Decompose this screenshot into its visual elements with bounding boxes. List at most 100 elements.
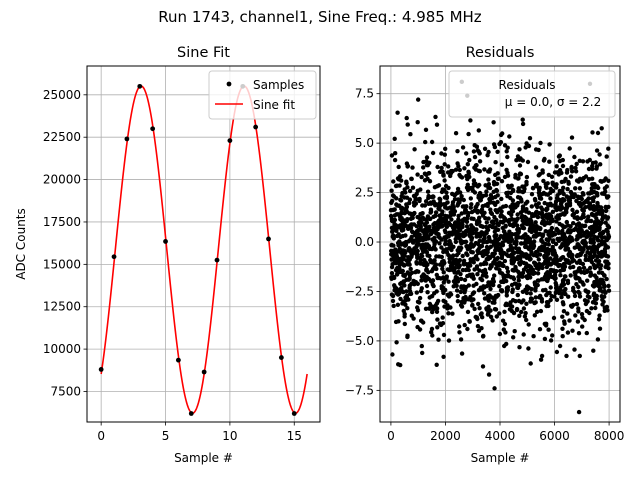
residual-point bbox=[549, 274, 554, 279]
residual-point bbox=[561, 191, 566, 197]
residual-point bbox=[576, 331, 582, 336]
residual-point bbox=[592, 253, 598, 258]
sine-fit-legend-box bbox=[208, 70, 317, 120]
residual-point bbox=[559, 294, 564, 300]
residual-point bbox=[524, 209, 529, 214]
residual-point bbox=[401, 299, 406, 304]
residual-point bbox=[504, 285, 510, 291]
residual-point bbox=[471, 216, 476, 222]
residual-point bbox=[428, 304, 434, 309]
residual-point bbox=[418, 258, 423, 263]
residual-point bbox=[466, 297, 471, 302]
residual-point bbox=[494, 257, 499, 262]
residual-point bbox=[476, 195, 481, 200]
residual-point bbox=[576, 306, 581, 311]
sine-fit-x-label: Sample # bbox=[174, 451, 233, 465]
residual-point bbox=[454, 190, 460, 196]
residual-point bbox=[398, 198, 404, 203]
residual-point bbox=[479, 207, 485, 212]
residual-point bbox=[446, 234, 451, 239]
residuals-axes-frame bbox=[379, 65, 621, 423]
x-tick-label: 5 bbox=[162, 429, 170, 443]
residual-point bbox=[399, 210, 404, 215]
residual-point bbox=[419, 318, 424, 323]
residual-point bbox=[584, 330, 589, 336]
residual-point bbox=[401, 256, 406, 262]
residual-point bbox=[412, 230, 418, 236]
residual-point bbox=[573, 313, 578, 318]
residual-point bbox=[469, 186, 474, 191]
residual-point bbox=[466, 267, 471, 273]
residual-point bbox=[402, 187, 407, 192]
residual-point bbox=[455, 293, 460, 299]
residual-point bbox=[570, 207, 575, 213]
residual-point bbox=[548, 285, 553, 290]
residual-point bbox=[482, 251, 488, 257]
residual-point bbox=[397, 290, 402, 295]
residual-point bbox=[440, 315, 445, 320]
residual-point bbox=[407, 262, 412, 267]
residual-point bbox=[497, 331, 503, 337]
residual-point bbox=[501, 218, 507, 224]
residual-point bbox=[522, 221, 528, 226]
residual-point bbox=[424, 275, 429, 280]
residual-point bbox=[557, 153, 562, 158]
residual-point bbox=[479, 224, 484, 229]
residual-point bbox=[528, 296, 534, 301]
residual-point bbox=[476, 301, 481, 307]
residual-point bbox=[435, 325, 440, 330]
residual-point bbox=[484, 274, 489, 279]
sample-point bbox=[253, 124, 259, 130]
residual-point bbox=[544, 292, 549, 298]
residual-point bbox=[461, 258, 467, 263]
residual-point bbox=[477, 169, 482, 174]
residual-point bbox=[467, 319, 472, 324]
residual-point bbox=[552, 272, 558, 278]
residual-point bbox=[580, 201, 585, 206]
residual-point bbox=[526, 143, 532, 149]
residual-point bbox=[405, 122, 410, 127]
residual-point bbox=[442, 178, 447, 183]
residual-point bbox=[576, 284, 581, 290]
residual-point bbox=[478, 285, 483, 290]
residual-point bbox=[528, 228, 533, 233]
residual-point bbox=[562, 319, 567, 324]
residual-point bbox=[531, 234, 536, 239]
residual-point bbox=[418, 288, 424, 294]
residual-point bbox=[460, 224, 465, 230]
sample-point bbox=[266, 236, 271, 242]
residual-point bbox=[560, 228, 565, 234]
residual-point bbox=[552, 260, 557, 266]
residual-point bbox=[598, 162, 603, 167]
residual-point bbox=[594, 293, 599, 299]
residual-point bbox=[511, 335, 516, 340]
residual-point bbox=[445, 306, 450, 311]
residual-point bbox=[473, 205, 478, 210]
residual-point bbox=[583, 301, 589, 307]
residual-point bbox=[590, 160, 596, 166]
residual-point bbox=[390, 193, 396, 198]
residual-point bbox=[443, 205, 448, 210]
residual-point bbox=[434, 254, 439, 259]
residual-point bbox=[580, 324, 585, 329]
residual-point bbox=[469, 202, 474, 207]
residual-point bbox=[394, 196, 399, 201]
residual-point bbox=[461, 286, 466, 291]
residual-point bbox=[526, 346, 531, 351]
residual-point bbox=[422, 257, 427, 263]
residual-point bbox=[522, 314, 528, 319]
y-tick-label: 15000 bbox=[43, 257, 81, 271]
residual-point bbox=[492, 214, 497, 220]
residual-point bbox=[446, 252, 451, 258]
residual-point bbox=[418, 211, 423, 217]
residual-point bbox=[390, 250, 395, 255]
residual-point bbox=[393, 267, 399, 273]
sine-fit-y-label: ADC Counts bbox=[14, 208, 28, 280]
residual-point bbox=[429, 139, 435, 145]
residual-point bbox=[515, 154, 521, 159]
residual-point bbox=[580, 191, 585, 196]
residual-point bbox=[390, 298, 396, 304]
residual-point bbox=[504, 290, 509, 295]
residual-point bbox=[447, 205, 453, 210]
residual-point bbox=[436, 337, 441, 342]
